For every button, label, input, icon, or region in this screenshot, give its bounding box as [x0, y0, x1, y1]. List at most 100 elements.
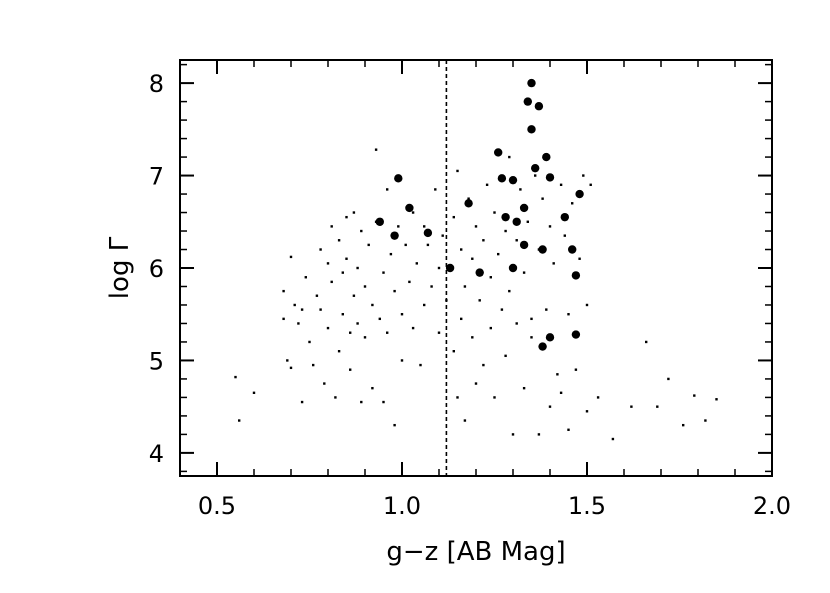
large-data-point: [445, 263, 455, 273]
small-data-point: [559, 183, 563, 186]
small-data-point: [545, 308, 548, 311]
large-data-point: [568, 245, 577, 254]
large-data-point: [531, 163, 540, 173]
small-data-point: [548, 225, 552, 228]
small-data-point: [238, 419, 241, 422]
small-data-point: [541, 197, 544, 200]
small-data-point: [282, 289, 285, 293]
small-data-point: [489, 326, 492, 330]
small-data-point: [234, 375, 237, 379]
small-data-point: [419, 363, 422, 367]
small-data-point: [515, 322, 518, 325]
small-data-point: [300, 400, 304, 404]
small-data-point: [371, 386, 374, 390]
large-data-point: [512, 217, 521, 226]
small-data-point: [341, 271, 344, 274]
small-data-point: [282, 317, 285, 321]
small-data-point: [349, 331, 352, 334]
large-data-point: [523, 97, 532, 106]
small-data-point: [352, 211, 356, 214]
small-data-point: [589, 183, 592, 186]
small-data-point: [463, 419, 467, 422]
small-data-point: [389, 252, 393, 256]
small-data-point: [441, 234, 444, 237]
small-data-point: [308, 340, 311, 344]
small-data-point: [567, 428, 570, 431]
small-data-point: [345, 257, 348, 260]
small-data-point: [386, 331, 389, 334]
small-data-point: [460, 317, 463, 321]
small-data-point: [445, 299, 448, 302]
small-data-point: [312, 363, 315, 367]
small-data-point: [411, 211, 415, 214]
small-data-point: [252, 391, 256, 394]
x-tick-label: 0.5: [198, 492, 236, 520]
large-data-point: [538, 245, 547, 254]
small-data-point: [585, 303, 589, 307]
small-data-point: [423, 303, 426, 307]
small-data-point: [511, 433, 515, 436]
small-data-point: [452, 215, 455, 219]
small-data-point: [582, 174, 585, 177]
small-data-point: [563, 234, 566, 237]
small-data-point: [456, 169, 459, 173]
small-data-point: [360, 400, 363, 404]
large-data-point: [560, 212, 569, 222]
small-data-point: [522, 386, 526, 390]
small-data-point: [715, 398, 718, 401]
x-tick-label: 2.0: [753, 492, 791, 520]
small-data-point: [349, 368, 352, 371]
small-data-point: [489, 276, 492, 279]
large-data-point: [423, 228, 433, 238]
small-data-point: [400, 313, 404, 316]
small-data-point: [522, 271, 526, 274]
large-data-point: [534, 102, 544, 111]
small-data-point: [378, 317, 381, 321]
small-data-point: [286, 359, 289, 362]
small-data-point: [578, 257, 581, 260]
large-data-point: [497, 174, 507, 183]
small-data-point: [585, 410, 589, 413]
y-tick-label: 7: [149, 163, 164, 191]
small-data-point: [478, 299, 481, 302]
small-data-point: [485, 183, 489, 186]
small-data-point: [474, 225, 478, 228]
small-data-point: [534, 174, 537, 177]
small-data-point: [289, 366, 293, 370]
small-data-point: [382, 271, 385, 274]
small-data-point: [430, 285, 433, 288]
small-data-point: [423, 225, 426, 228]
small-data-point: [519, 188, 522, 191]
large-data-point: [527, 78, 536, 88]
large-data-point: [464, 199, 473, 208]
small-data-point: [393, 289, 396, 293]
small-data-point: [371, 303, 374, 307]
y-tick-label: 8: [149, 70, 164, 98]
small-data-point: [300, 308, 304, 311]
small-data-point: [467, 197, 470, 200]
large-data-point: [390, 231, 399, 240]
small-data-point: [330, 225, 333, 228]
small-data-point: [515, 239, 518, 242]
large-data-point: [405, 203, 414, 213]
small-data-point: [693, 394, 696, 397]
small-data-point: [530, 336, 533, 339]
small-data-point: [386, 188, 389, 191]
small-data-point: [704, 419, 707, 422]
large-data-point: [508, 175, 518, 185]
large-data-point: [508, 263, 518, 273]
small-data-point: [574, 368, 578, 371]
small-data-point: [471, 257, 474, 260]
small-data-point: [452, 350, 455, 353]
large-data-point: [542, 152, 551, 162]
small-data-point: [548, 405, 552, 408]
large-data-point: [494, 148, 503, 157]
large-points-series: [375, 78, 584, 351]
small-data-point: [508, 289, 511, 293]
small-data-point: [319, 248, 322, 251]
small-data-point: [456, 396, 459, 399]
small-data-point: [411, 326, 415, 330]
small-data-point: [293, 303, 296, 307]
small-data-point: [530, 317, 533, 321]
large-data-point: [527, 125, 536, 134]
